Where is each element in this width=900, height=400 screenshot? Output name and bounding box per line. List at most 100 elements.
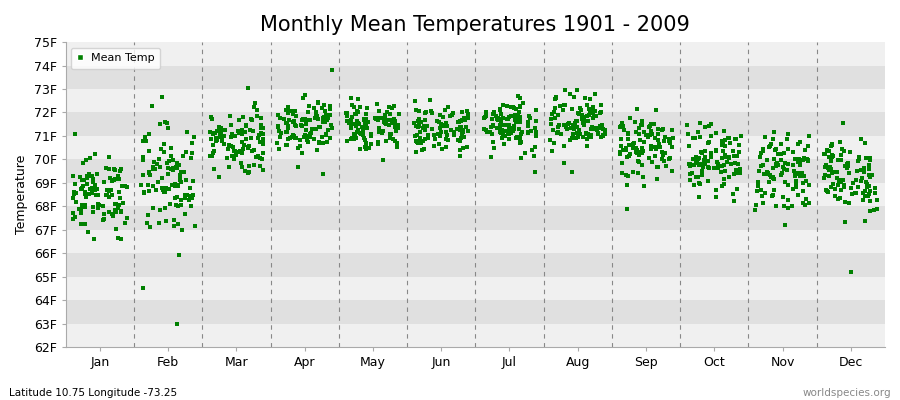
Point [650,176,664,182]
Point [768,187,782,193]
Point [348,111,363,118]
Point [832,139,847,145]
Point [279,129,293,135]
Point [287,122,302,128]
Point [644,121,658,128]
Point [657,137,671,144]
Point [691,156,706,162]
Point [511,126,526,132]
Point [555,107,570,113]
Point [586,110,600,116]
Point [856,197,870,203]
Point [388,138,402,144]
Point [629,149,643,155]
Point [692,119,706,126]
Point [688,135,702,141]
Point [663,139,678,145]
Point [500,102,514,109]
Point [232,149,247,155]
Point [461,111,475,118]
Point [550,130,564,136]
Point [241,162,256,169]
Point [577,118,591,124]
Point [90,192,104,198]
Point [754,150,769,156]
Point [771,151,786,158]
Point [317,114,331,120]
Point [153,206,167,213]
Point [766,136,780,142]
Point [634,122,648,128]
Point [767,128,781,135]
Point [832,194,847,201]
Point [212,174,227,180]
Point [176,168,191,175]
Point [209,135,223,142]
Point [623,115,637,121]
Point [252,163,266,169]
Point [203,114,218,121]
Bar [66,300,885,324]
Point [67,191,81,197]
Point [377,118,392,125]
Point [226,144,240,150]
Point [654,126,669,133]
Point [100,192,114,198]
Point [137,190,151,196]
Point [452,119,466,126]
Point [791,192,806,198]
Point [343,123,357,130]
Point [99,187,113,194]
Point [493,106,508,112]
Point [318,108,332,114]
Point [637,182,652,189]
Point [300,137,314,144]
Point [502,122,517,129]
Point [174,197,188,203]
Point [102,209,116,215]
Point [758,134,772,140]
Point [715,138,729,144]
Point [454,132,469,138]
Point [453,118,467,124]
Point [213,129,228,136]
Point [76,202,90,209]
Point [364,141,379,147]
Point [280,142,294,148]
Point [234,138,248,145]
Point [857,168,871,175]
Point [279,128,293,135]
Point [498,140,512,147]
Point [626,169,641,175]
Point [798,178,813,184]
Point [418,117,433,124]
Point [302,103,316,110]
Point [584,132,598,138]
Point [682,171,697,177]
Point [149,187,164,193]
Point [217,133,231,139]
Point [688,154,703,160]
Title: Monthly Mean Temperatures 1901 - 2009: Monthly Mean Temperatures 1901 - 2009 [260,15,690,35]
Point [662,138,676,144]
Point [74,210,88,216]
Point [478,114,492,120]
Point [631,170,645,176]
Point [204,136,219,142]
Point [351,120,365,126]
Point [166,157,180,163]
Point [238,168,253,174]
Bar [66,277,885,300]
Point [80,181,94,187]
Point [153,120,167,127]
Point [228,148,242,154]
Point [421,132,436,139]
Point [286,133,301,139]
Point [865,172,879,178]
Point [215,138,230,144]
Point [717,176,732,182]
Point [557,143,572,149]
Point [351,96,365,102]
Point [95,216,110,223]
Point [494,111,508,117]
